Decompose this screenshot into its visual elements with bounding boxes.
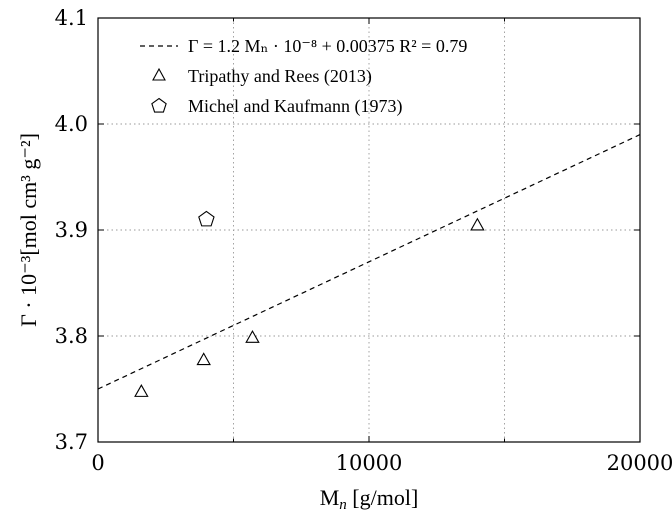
y-tick-labels: 3.7 3.8 3.9 4.0 4.1 <box>55 6 88 454</box>
x-tick-label: 20000 <box>607 451 672 475</box>
y-tick-label: 4.0 <box>55 112 88 136</box>
pentagon-point <box>198 210 215 227</box>
y-tick-label: 3.9 <box>55 218 88 242</box>
y-tick-label: 3.8 <box>55 324 88 348</box>
x-tick-labels: 0 10000 20000 <box>91 451 672 475</box>
trend-line-layer <box>97 134 641 390</box>
legend-triangle-swatch <box>152 67 166 81</box>
data-points-layer <box>134 210 485 397</box>
legend-pentagon-swatch <box>151 97 167 113</box>
triangle-point <box>134 384 149 397</box>
legend-entry-trend: Γ = 1.2 Mₙ · 10⁻⁸ + 0.00375 R² = 0.79 <box>188 36 467 56</box>
x-tick-label: 10000 <box>336 451 403 475</box>
trend-line <box>97 134 641 390</box>
x-axis-label-sub: n <box>339 497 347 513</box>
x-tick-label: 0 <box>91 451 104 475</box>
x-axis-label-unit: [g/mol] <box>347 485 419 510</box>
legend-entry-michel: Michel and Kaufmann (1973) <box>188 96 402 117</box>
x-axis-label: Mn [g/mol] <box>320 485 419 513</box>
y-axis-label: Γ · 10⁻³[mol cm³ g⁻²] <box>16 133 41 327</box>
legend: Γ = 1.2 Mₙ · 10⁻⁸ + 0.00375 R² = 0.79 Tr… <box>140 36 467 117</box>
triangle-point <box>470 217 485 231</box>
triangle-point <box>245 329 260 343</box>
triangle-point <box>196 352 211 366</box>
y-tick-label: 4.1 <box>55 6 88 30</box>
grid-lines <box>98 18 640 442</box>
legend-entry-tripathy: Tripathy and Rees (2013) <box>188 66 372 87</box>
x-axis-label-main: M <box>320 485 340 510</box>
tick-marks <box>97 17 641 443</box>
y-tick-label: 3.7 <box>55 430 88 454</box>
